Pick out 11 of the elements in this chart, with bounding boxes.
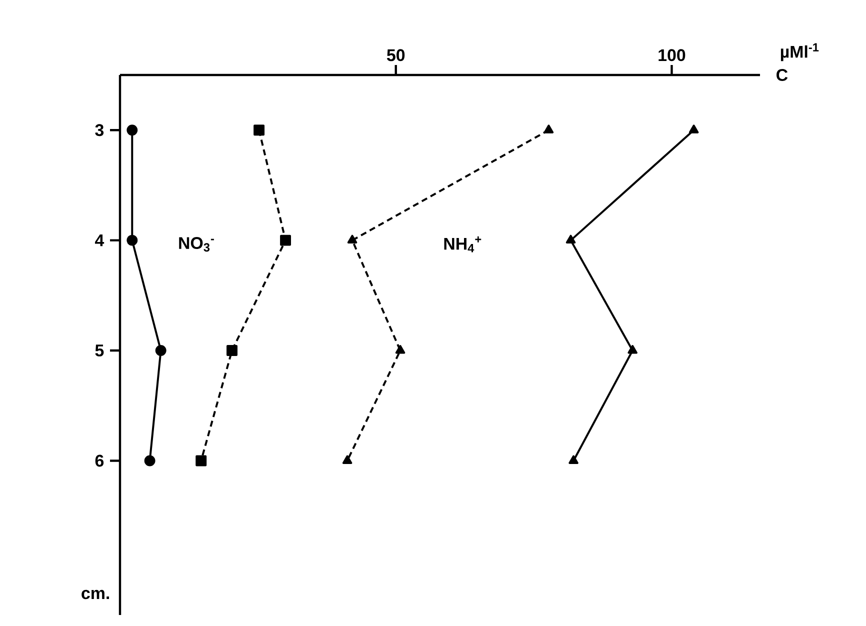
y-tick-label: 6: [95, 454, 104, 467]
x-tick-label: 100: [658, 49, 686, 62]
y-tick-label: 5: [95, 344, 104, 356]
y-tick-label: 4: [94, 234, 104, 246]
text: NH$_{4}$+: [444, 236, 482, 252]
text: NO$_{3}$-: [179, 237, 214, 252]
x-axis-title: C: [776, 69, 788, 82]
y-axis-title: cm.: [82, 590, 109, 600]
x-tick-label: 50: [386, 49, 405, 62]
text: µMl$^{-1}$: [780, 43, 819, 62]
y-tick-label: 3: [95, 124, 104, 136]
